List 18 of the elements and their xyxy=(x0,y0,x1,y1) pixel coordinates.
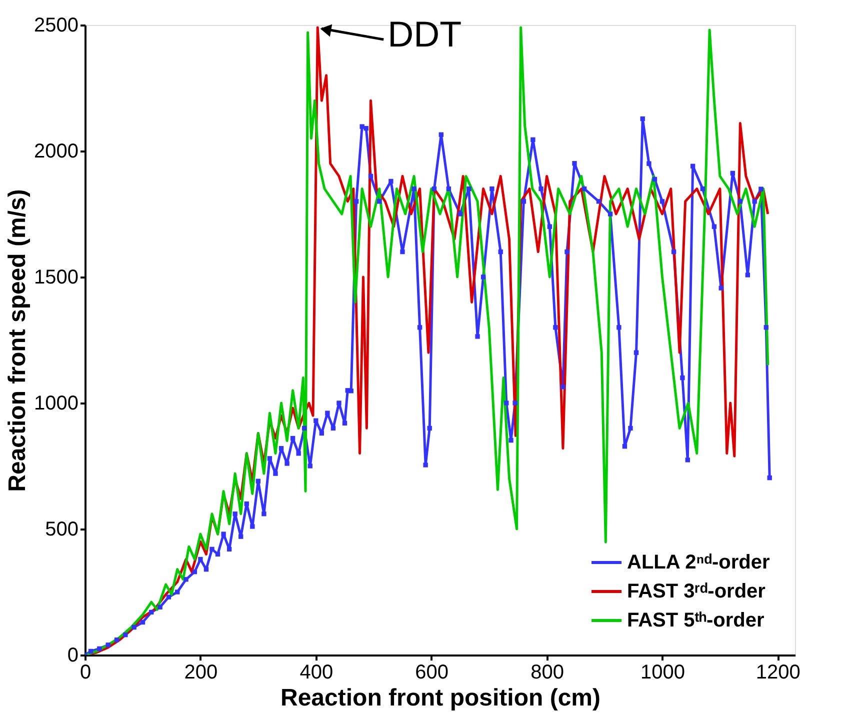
x-tick-label: 200 xyxy=(184,662,218,684)
y-tick-label: 1500 xyxy=(34,266,78,288)
legend-label: FAST 5ᵗʰ-order xyxy=(627,610,764,632)
legend-label: ALLA 2ⁿᵈ-order xyxy=(627,552,770,574)
x-tick-label: 1200 xyxy=(756,662,800,684)
y-axis-title: Reaction front speed (m/s) xyxy=(4,189,32,492)
y-tick-label: 2000 xyxy=(34,140,78,162)
x-tick-label: 800 xyxy=(530,662,564,684)
y-tick-label: 1000 xyxy=(34,392,78,414)
x-tick-label: 400 xyxy=(300,662,334,684)
x-axis-title: Reaction front position (cm) xyxy=(280,684,600,712)
y-tick-label: 2500 xyxy=(34,14,78,36)
legend-label: FAST 3ʳᵈ-order xyxy=(627,580,766,602)
x-tick-label: 600 xyxy=(415,662,449,684)
x-tick-label: 1000 xyxy=(640,662,685,684)
annotation: DDT xyxy=(388,14,462,55)
y-tick-label: 0 xyxy=(67,644,78,666)
y-tick-label: 500 xyxy=(45,518,78,540)
